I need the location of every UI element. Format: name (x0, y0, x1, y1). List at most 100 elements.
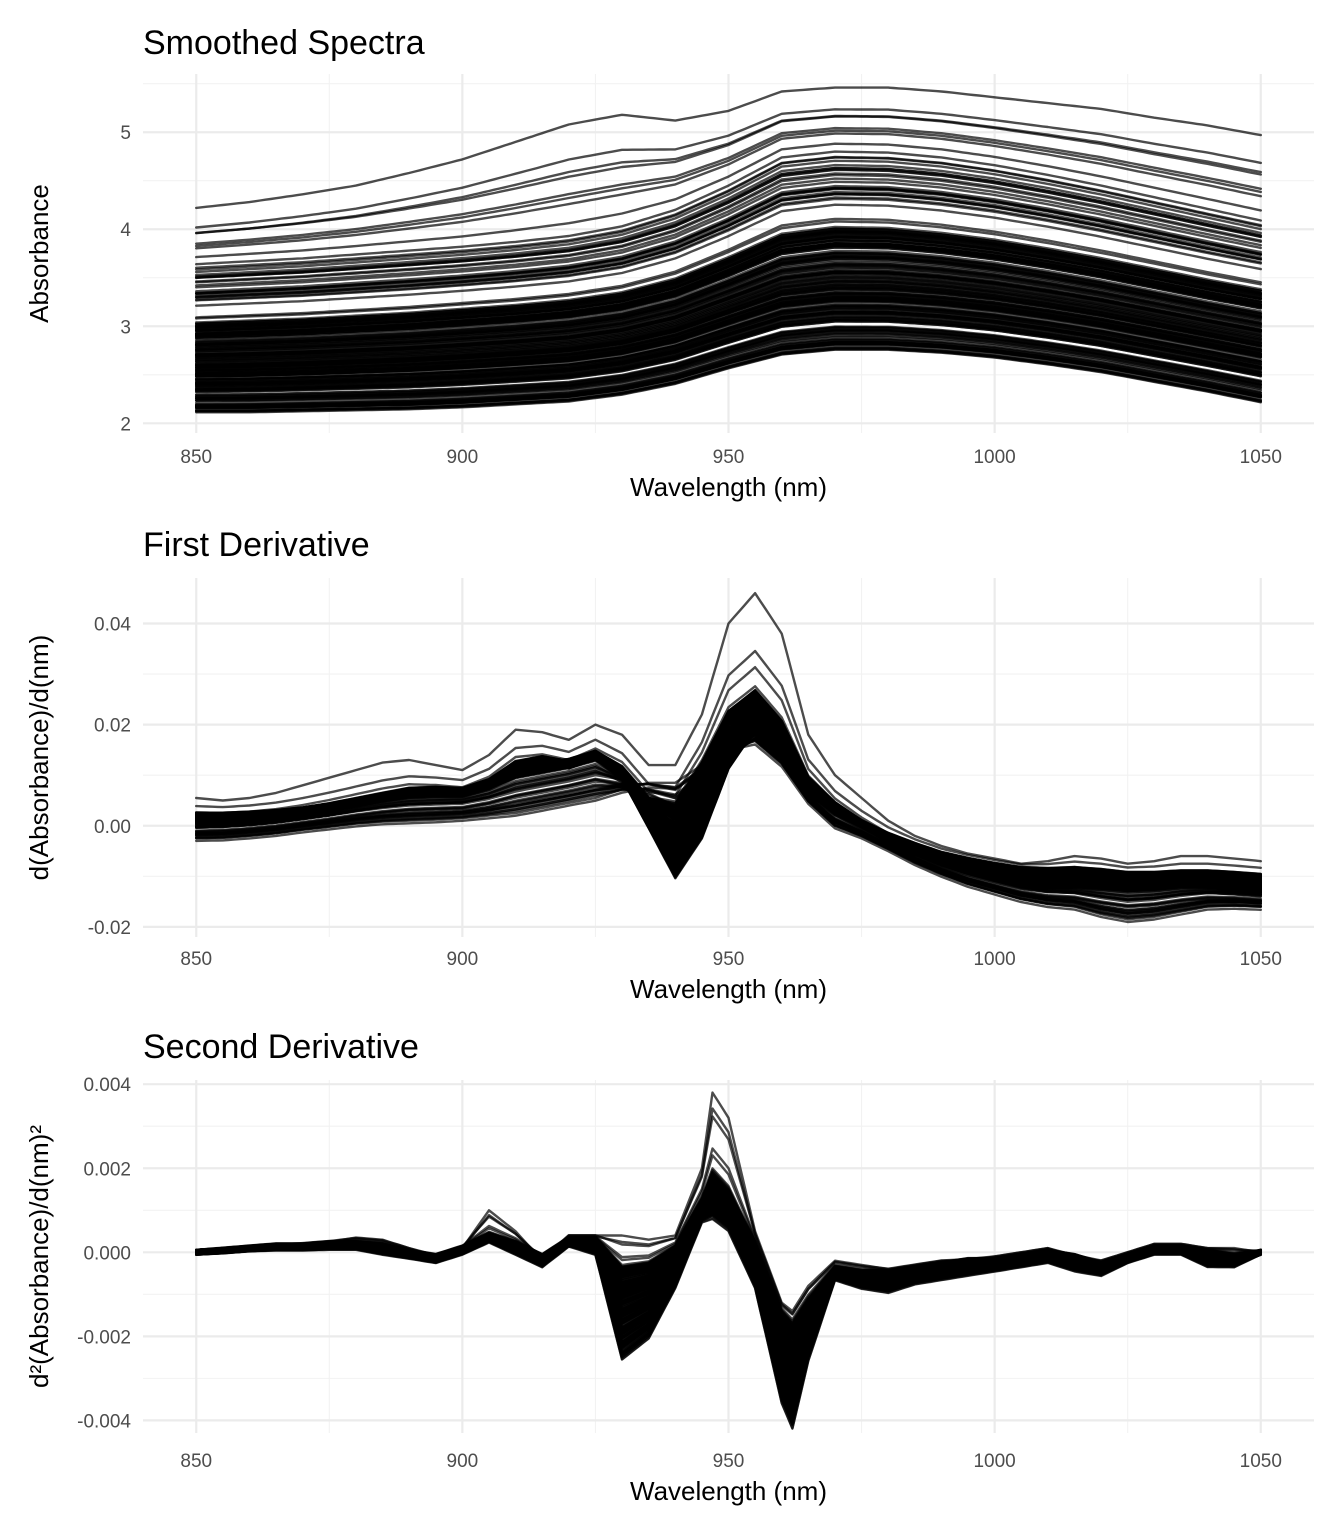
series-line (195, 142, 1262, 259)
series-line (195, 244, 1262, 339)
series-line (195, 286, 1262, 370)
series-line (195, 159, 1262, 274)
y-tick-label: 5 (120, 123, 131, 144)
x-tick-label: 950 (713, 447, 745, 468)
x-tick-label: 900 (447, 1451, 479, 1472)
series-group (195, 86, 1262, 414)
x-tick-label: 1000 (973, 447, 1015, 468)
y-axis-label: d(Absorbance)/d(nm) (24, 635, 54, 881)
series-line (195, 707, 1262, 885)
series-line (195, 242, 1262, 338)
x-tick-label: 1050 (1240, 447, 1282, 468)
series-line (195, 108, 1262, 229)
series-line (195, 292, 1262, 372)
series-line (195, 1202, 1262, 1392)
series-line (195, 714, 1262, 886)
series-line (195, 129, 1262, 248)
chart-title: Smoothed Spectra (143, 24, 425, 62)
series-line (195, 163, 1262, 277)
y-tick-label: -0.02 (88, 918, 131, 939)
series-line (195, 738, 1262, 918)
series-line (195, 177, 1262, 287)
series-line (195, 257, 1262, 348)
x-tick-label: 850 (180, 1451, 212, 1472)
y-tick-label: 0.002 (83, 1159, 131, 1180)
series-line (195, 227, 1262, 325)
x-axis-label: Wavelength (nm) (630, 472, 827, 502)
series-line (195, 318, 1262, 392)
series-line (195, 592, 1262, 865)
series-line (195, 1190, 1262, 1377)
series-line (195, 262, 1262, 351)
series-line (195, 285, 1262, 367)
series-line (195, 274, 1262, 359)
series-line (195, 296, 1262, 375)
series-line (195, 328, 1262, 399)
x-tick-label: 850 (180, 447, 212, 468)
series-line (195, 271, 1262, 357)
series-line (195, 260, 1262, 349)
series-line (195, 335, 1262, 405)
series-line (195, 150, 1262, 266)
series-line (195, 276, 1262, 363)
series-line (195, 180, 1262, 289)
chart-title: First Derivative (143, 526, 370, 564)
y-tick-label: 4 (120, 220, 131, 241)
series-line (195, 717, 1262, 890)
x-tick-label: 1050 (1240, 1451, 1282, 1472)
series-line (195, 316, 1262, 391)
series-line (195, 232, 1262, 330)
smoothed-spectra-panel: Smoothed Spectra 2 3 4 5 850 900 950 1000 1050 Wav… (24, 24, 1314, 502)
series-line (195, 190, 1262, 297)
series-line (195, 280, 1262, 365)
series-line (195, 193, 1262, 299)
series-line (195, 184, 1262, 293)
series-line (195, 187, 1262, 295)
y-tick-label: 3 (120, 317, 131, 338)
x-axis-label: Wavelength (nm) (630, 1476, 827, 1506)
y-tick-label: 0.02 (94, 716, 131, 737)
y-axis-label: d²(Absorbance)/d(nm)² (24, 1125, 54, 1388)
x-tick-label: 950 (713, 949, 745, 970)
x-tick-label: 900 (447, 447, 479, 468)
series-line (195, 86, 1262, 210)
y-tick-label: -0.002 (77, 1327, 131, 1348)
series-line (195, 310, 1262, 386)
series-line (195, 251, 1262, 344)
series-line (195, 347, 1262, 412)
y-tick-label: 0.00 (94, 817, 131, 838)
series-line (195, 156, 1262, 271)
series-line (195, 235, 1262, 333)
series-line (195, 114, 1262, 235)
series-line (195, 334, 1262, 402)
series-line (195, 126, 1262, 245)
series-line (195, 220, 1262, 320)
x-tick-label: 1050 (1240, 949, 1282, 970)
y-tick-label: 0.004 (83, 1075, 131, 1096)
series-line (195, 341, 1262, 408)
y-tick-label: 0.000 (83, 1243, 131, 1264)
x-axis-label: Wavelength (nm) (630, 974, 827, 1004)
x-tick-label: 1000 (973, 1451, 1015, 1472)
series-line (195, 203, 1262, 307)
chart-title: Second Derivative (143, 1028, 419, 1066)
y-tick-label: 0.04 (94, 615, 131, 636)
y-axis-label: Absorbance (24, 184, 54, 323)
series-group (195, 592, 1262, 924)
x-tick-label: 850 (180, 949, 212, 970)
series-line (195, 306, 1262, 384)
series-line (195, 166, 1262, 279)
series-line (195, 311, 1262, 387)
y-tick-label: 2 (120, 414, 131, 435)
series-line (195, 238, 1262, 335)
series-line (195, 266, 1262, 355)
series-line (195, 298, 1262, 378)
x-tick-label: 900 (447, 949, 479, 970)
series-group (195, 1091, 1262, 1430)
first-derivative-panel: First Derivative -0.02 0.00 0.02 0.04 850 900 9… (24, 526, 1314, 1004)
series-line (195, 229, 1262, 328)
series-line (195, 325, 1262, 396)
series-line (195, 1115, 1262, 1315)
series-line (195, 225, 1262, 324)
